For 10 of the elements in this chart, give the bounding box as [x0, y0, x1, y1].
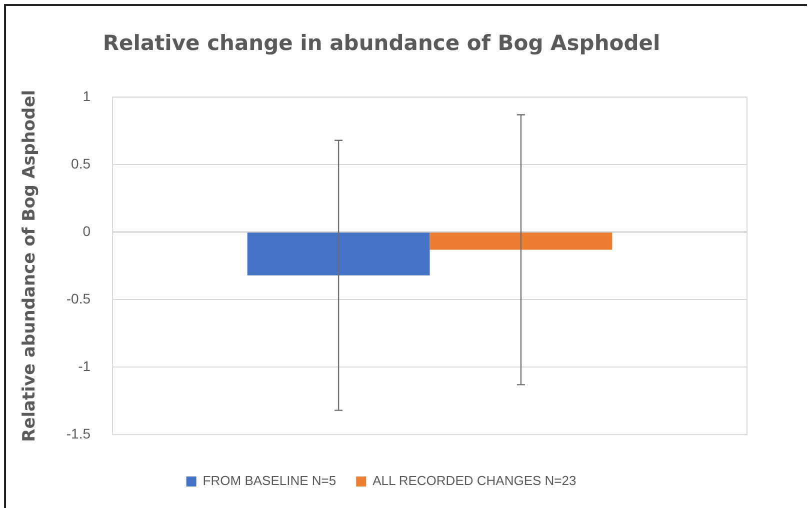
y-tick-label: -0.5	[66, 290, 91, 306]
y-tick-label: -1	[78, 358, 91, 374]
y-tick-label: 0.5	[71, 156, 91, 172]
chart-title: Relative change in abundance of Bog Asphodel	[102, 31, 660, 56]
y-tick-label: 1	[82, 88, 91, 104]
y-tick-label: -1.5	[66, 425, 91, 442]
legend-label: FROM BASELINE N=5	[202, 473, 336, 488]
y-axis-title: Relative abundance of Bog Asphodel	[20, 90, 40, 442]
legend-label: ALL RECORDED CHANGES N=23	[372, 473, 576, 488]
y-tick-label: 0	[82, 223, 91, 240]
